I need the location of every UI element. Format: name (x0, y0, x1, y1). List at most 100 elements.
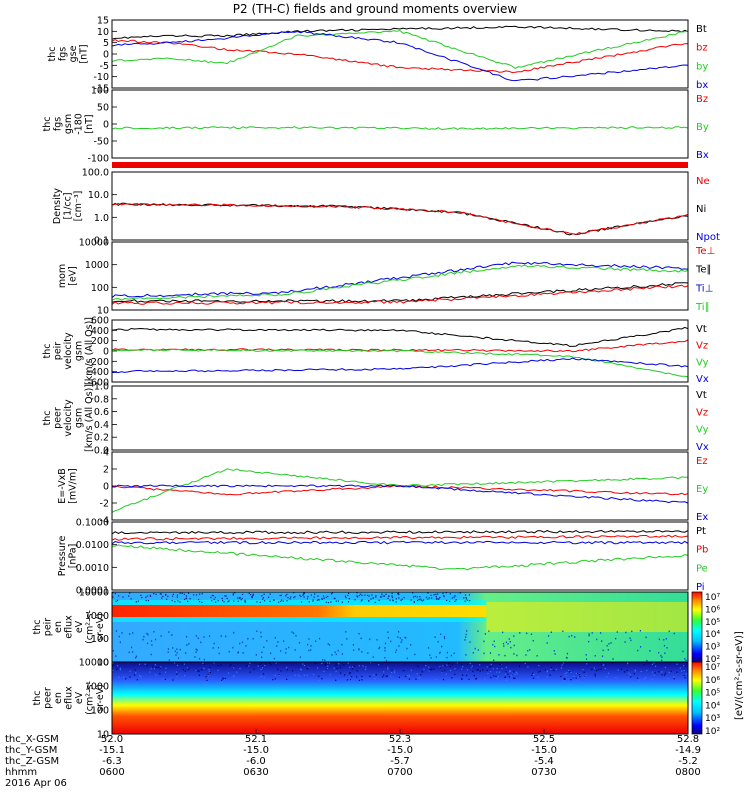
noise-pixel (347, 601, 350, 603)
noise-pixel (175, 654, 177, 656)
noise-pixel (505, 679, 507, 681)
noise-pixel (306, 674, 308, 676)
noise-pixel (532, 672, 534, 674)
noise-pixel (263, 593, 265, 595)
noise-pixel (249, 593, 252, 596)
ylabel-line: [nPa] (68, 544, 79, 569)
ylabel-line: peir (43, 618, 54, 637)
noise-pixel (673, 678, 675, 680)
noise-pixel (122, 596, 124, 598)
noise-pixel (341, 601, 343, 603)
noise-pixel (367, 600, 370, 602)
noise-pixel (116, 599, 119, 602)
noise-pixel (435, 593, 437, 595)
noise-pixel (501, 667, 503, 670)
noise-pixel (565, 675, 567, 677)
ytick-label: -4 (100, 516, 109, 527)
noise-pixel (668, 671, 670, 673)
noise-pixel (516, 654, 518, 657)
noise-pixel (442, 592, 444, 595)
noise-pixel (382, 595, 384, 597)
noise-pixel (358, 648, 360, 651)
xtick-label: 52.0 (101, 734, 123, 745)
noise-pixel (361, 651, 363, 653)
noise-pixel (572, 676, 575, 678)
noise-pixel (460, 663, 463, 666)
noise-pixel (397, 593, 399, 595)
noise-pixel (172, 647, 174, 649)
noise-pixel (229, 665, 231, 667)
noise-pixel (578, 673, 581, 676)
noise-pixel (260, 636, 262, 638)
ytick-label: 100 (91, 706, 109, 717)
noise-pixel (607, 649, 609, 651)
noise-pixel (568, 669, 570, 672)
noise-pixel (443, 595, 445, 598)
noise-pixel (428, 597, 430, 599)
ylabel-line: mom (57, 264, 68, 288)
legend-density-Npot: Npot (696, 232, 720, 243)
ylabel-line: eV (74, 620, 85, 633)
noise-pixel (335, 653, 337, 656)
noise-pixel (187, 668, 189, 671)
legend-efield-Ez: Ez (696, 456, 708, 467)
noise-pixel (160, 593, 162, 595)
noise-pixel (506, 679, 508, 681)
ytick-label: 0.0100 (76, 540, 109, 551)
panel-peer_vel: thcpeervelocitygsm[km/s (All Qs)]1.00.8 0… (42, 382, 709, 457)
noise-pixel (376, 639, 378, 641)
noise-pixel (442, 665, 444, 667)
series-temp-Ti⊥ (112, 261, 688, 299)
noise-pixel (184, 670, 186, 672)
noise-pixel (628, 672, 630, 674)
noise-pixel (338, 663, 340, 665)
xtick-label: -15.0 (243, 745, 269, 756)
noise-pixel (174, 601, 176, 603)
noise-pixel (387, 666, 389, 668)
noise-pixel (135, 601, 138, 603)
noise-pixel (493, 659, 495, 661)
noise-pixel (443, 595, 445, 597)
noise-pixel (443, 637, 446, 640)
ytick-label: -50 (93, 137, 109, 148)
noise-pixel (261, 667, 263, 669)
noise-pixel (490, 676, 492, 679)
noise-pixel (651, 671, 654, 673)
noise-pixel (308, 649, 310, 652)
noise-pixel (519, 632, 521, 634)
legend-fgs_gsm-By: By (696, 122, 709, 133)
noise-pixel (653, 662, 655, 664)
ylabel-temp: mom[eV] (57, 264, 79, 288)
noise-pixel (408, 676, 410, 678)
noise-pixel (325, 663, 327, 665)
noise-pixel (196, 649, 198, 651)
legend-temp-Ti∥: Ti∥ (695, 302, 710, 313)
noise-pixel (217, 646, 220, 649)
noise-pixel (469, 600, 471, 602)
ytick-label: -100 (87, 154, 109, 165)
noise-pixel (221, 599, 224, 602)
noise-pixel (294, 596, 296, 598)
noise-pixel (259, 663, 261, 665)
noise-pixel (286, 666, 288, 669)
noise-pixel (249, 662, 251, 664)
legend-efield-Ey: Ey (696, 484, 708, 495)
noise-pixel (318, 675, 320, 677)
noise-pixel (161, 597, 163, 599)
ytick-label: 0.0 (94, 446, 109, 457)
noise-pixel (654, 672, 656, 674)
ylabel-line: [eV] (68, 266, 79, 286)
noise-pixel (544, 669, 547, 671)
noise-pixel (415, 678, 417, 680)
noise-pixel (295, 635, 297, 637)
noise-pixel (349, 666, 351, 668)
noise-pixel (361, 679, 363, 681)
noise-pixel (428, 666, 430, 668)
noise-pixel (208, 668, 210, 670)
noise-pixel (684, 657, 686, 660)
ylabel-line: thc (42, 344, 53, 359)
noise-pixel (270, 664, 272, 666)
noise-pixel (232, 594, 234, 596)
noise-pixel (629, 637, 631, 639)
noise-pixel (634, 669, 636, 671)
